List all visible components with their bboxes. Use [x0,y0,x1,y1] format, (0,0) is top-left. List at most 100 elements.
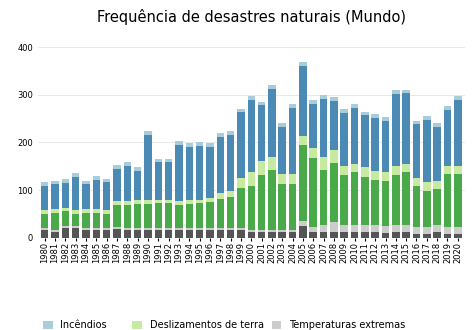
Bar [92,230,100,238]
Bar [124,201,131,205]
Bar [227,131,234,135]
Bar [289,104,296,108]
Bar [299,62,307,66]
Bar [72,226,79,228]
Bar [196,230,203,238]
Bar [454,174,462,227]
Bar [92,213,100,228]
Bar [237,109,245,113]
Bar [155,200,162,203]
Bar [237,188,245,228]
Bar [310,104,317,148]
Bar [340,166,348,175]
Bar [62,208,69,212]
Bar [299,136,307,145]
Bar [144,204,152,228]
Bar [382,117,389,120]
Bar [82,181,90,184]
Bar [258,105,265,161]
Bar [227,228,234,230]
Bar [289,108,296,174]
Bar [82,213,90,228]
Bar [175,201,182,205]
Bar [175,205,182,228]
Bar [217,230,224,238]
Bar [402,225,410,232]
Bar [413,124,420,178]
Bar [196,146,203,200]
Bar [134,201,141,204]
Bar [372,225,379,232]
Bar [310,232,317,238]
Bar [51,181,59,184]
Bar [279,127,286,174]
Bar [144,201,152,204]
Bar [361,232,369,238]
Bar [185,204,193,228]
Bar [206,230,214,238]
Bar [227,135,234,191]
Bar [372,114,379,118]
Bar [444,166,451,174]
Bar [247,232,255,238]
Bar [41,230,48,238]
Bar [289,229,296,232]
Bar [330,163,337,222]
Bar [423,234,430,238]
Bar [165,162,173,200]
Bar [82,184,90,209]
Legend: Incêndios, Tempestades, Deslizamentos de terra, Inundações, Temperaturas extrema: Incêndios, Tempestades, Deslizamentos de… [43,320,405,330]
Bar [279,123,286,127]
Bar [72,228,79,238]
Bar [113,165,121,169]
Bar [433,232,441,238]
Bar [217,133,224,137]
Bar [175,230,182,238]
Title: Frequência de desastres naturais (Mundo): Frequência de desastres naturais (Mundo) [97,9,406,25]
Bar [361,167,369,177]
Bar [299,145,307,221]
Bar [423,119,430,182]
Bar [279,232,286,238]
Bar [351,104,358,108]
Bar [155,228,162,230]
Bar [103,228,110,230]
Bar [124,230,131,238]
Bar [113,201,121,205]
Bar [444,110,451,166]
Bar [258,229,265,232]
Bar [72,214,79,226]
Bar [227,197,234,228]
Bar [268,232,275,238]
Bar [103,230,110,238]
Bar [227,191,234,197]
Bar [217,199,224,228]
Bar [310,100,317,104]
Bar [41,182,48,186]
Bar [289,174,296,184]
Bar [413,120,420,124]
Bar [340,113,348,166]
Bar [351,108,358,164]
Bar [392,225,400,232]
Bar [196,203,203,228]
Bar [113,205,121,227]
Bar [92,180,100,209]
Bar [62,183,69,208]
Bar [433,189,441,225]
Bar [124,205,131,228]
Bar [320,157,327,170]
Bar [444,227,451,234]
Bar [237,230,245,238]
Bar [423,191,430,227]
Bar [454,96,462,100]
Bar [206,147,214,198]
Bar [433,225,441,232]
Bar [92,176,100,180]
Bar [134,167,141,171]
Bar [258,232,265,238]
Bar [320,99,327,157]
Bar [320,170,327,225]
Bar [206,202,214,228]
Bar [279,184,286,229]
